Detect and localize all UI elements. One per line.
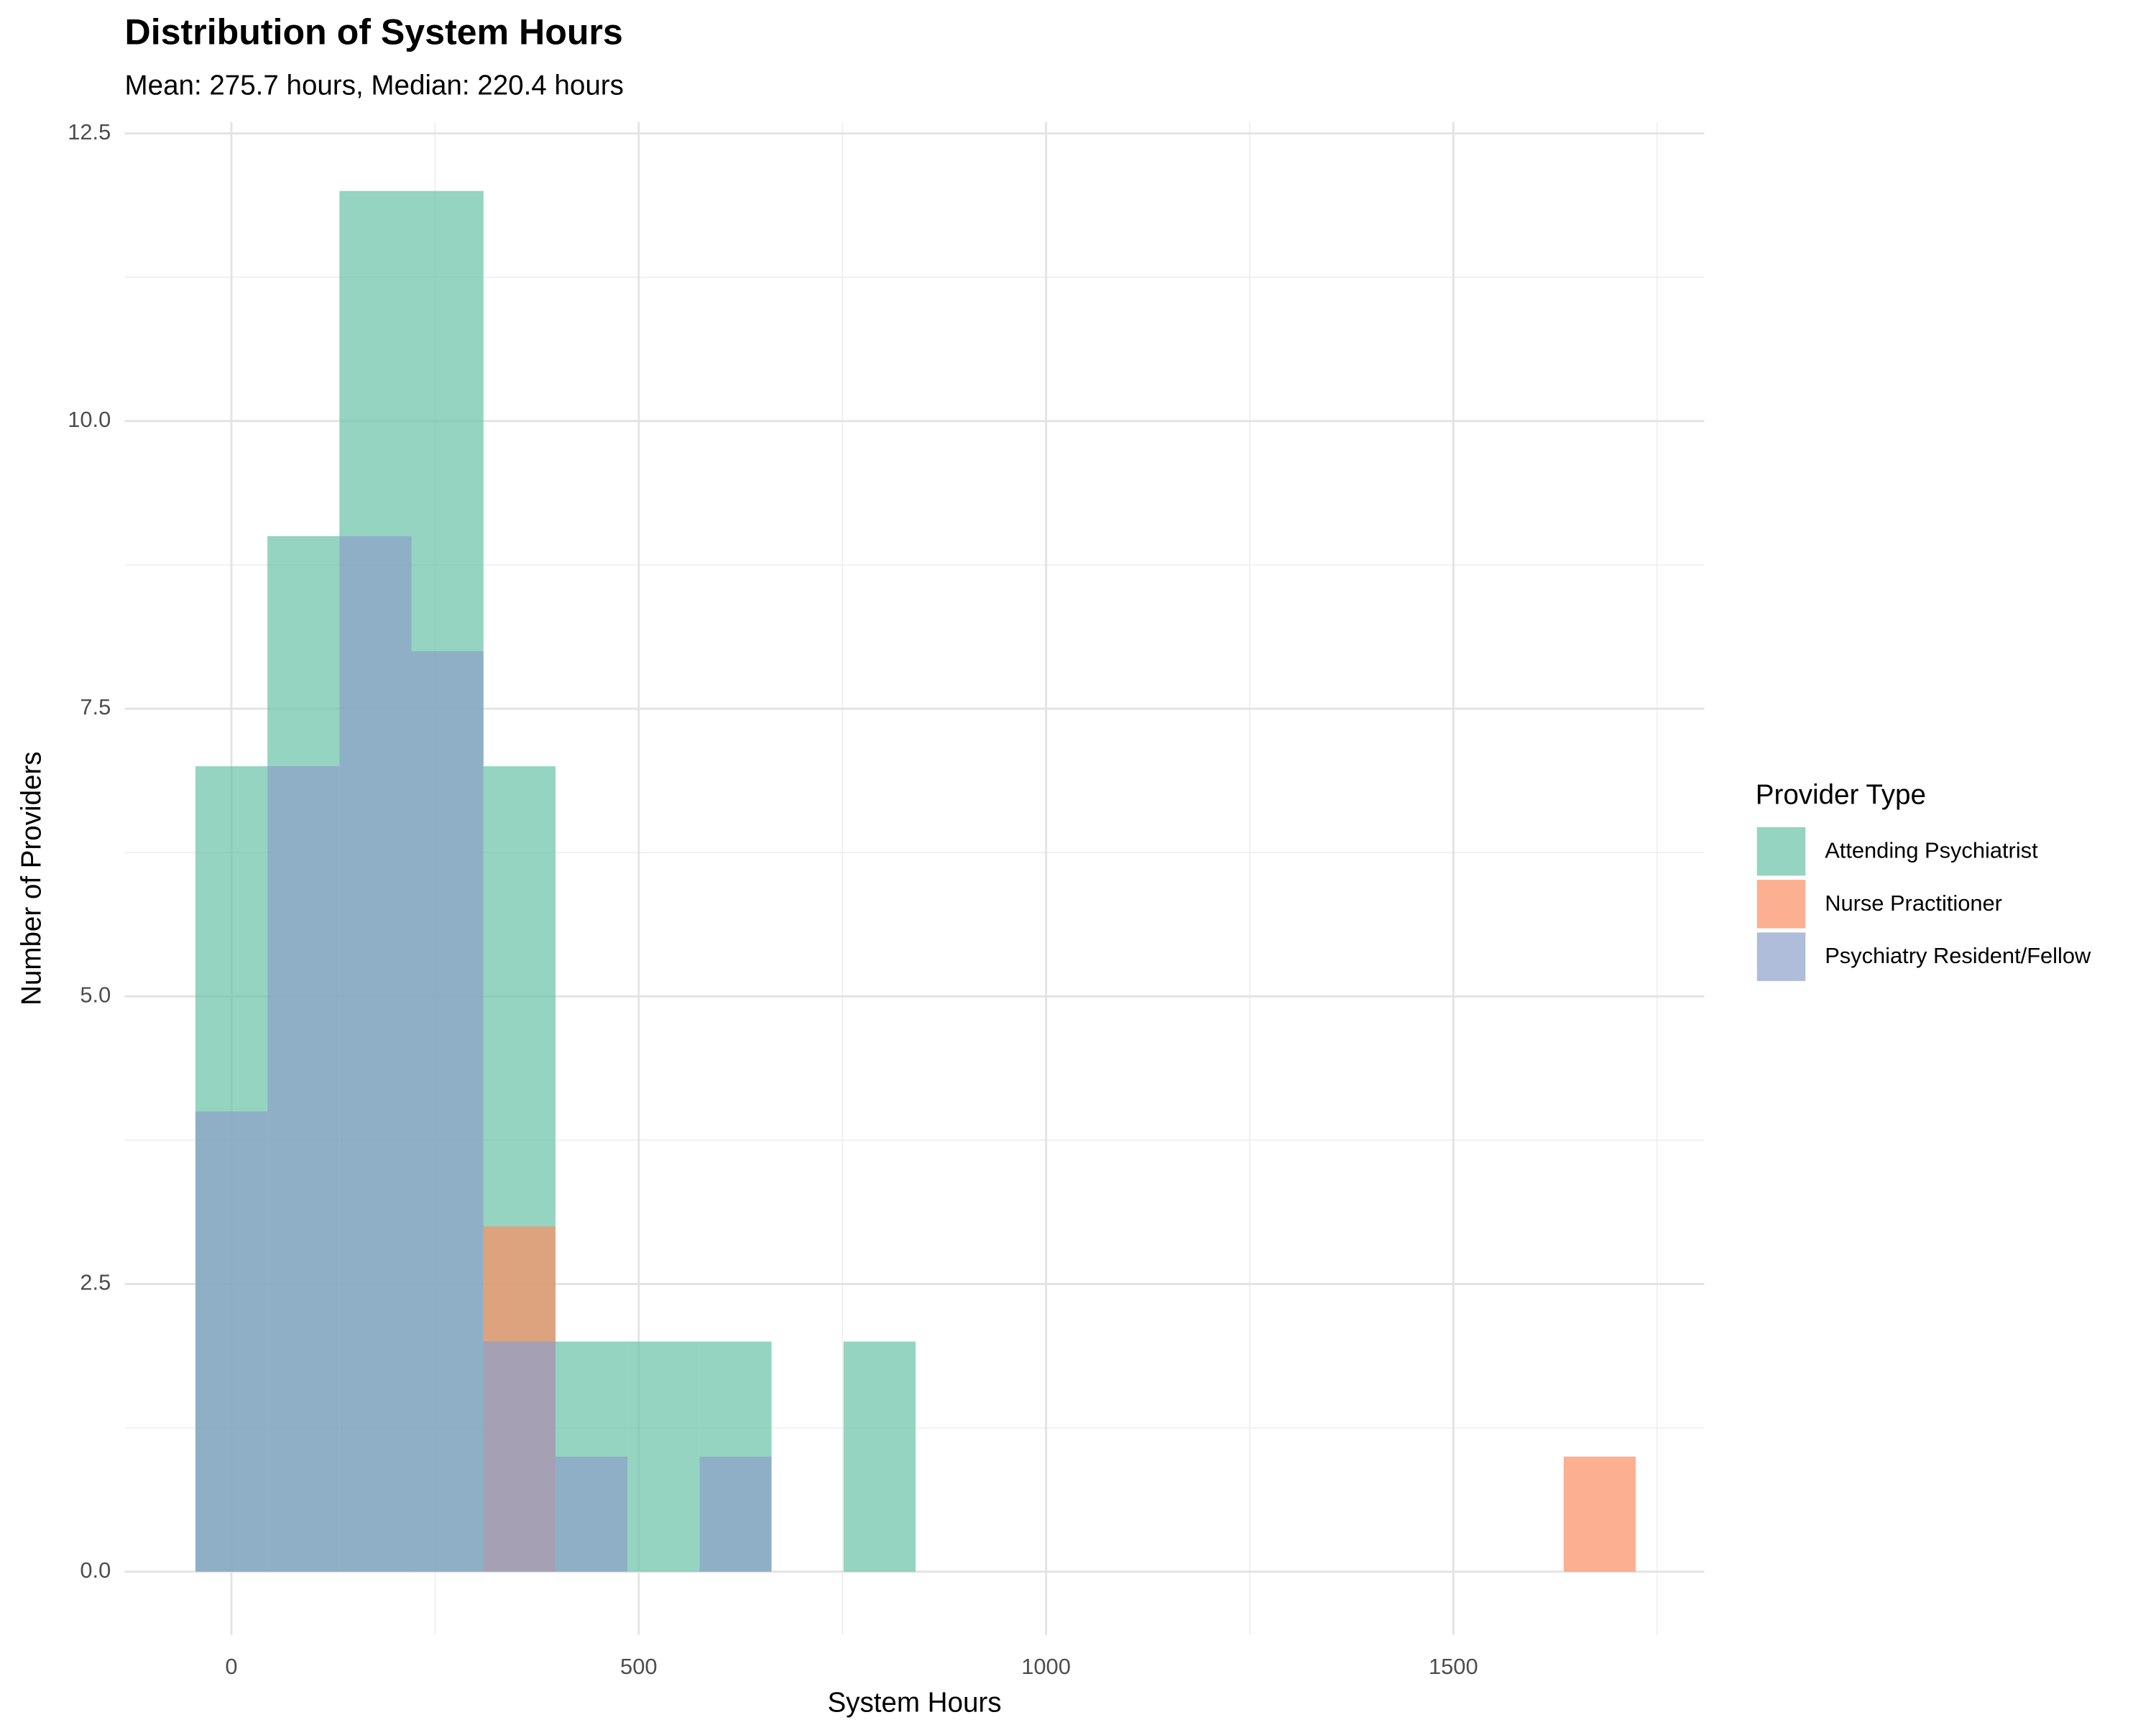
x-tick-label: 1500 xyxy=(1429,1654,1478,1679)
y-tick-label: 2.5 xyxy=(80,1270,111,1295)
bar xyxy=(339,535,412,1572)
bars xyxy=(195,190,1636,1572)
legend: Provider Type Attending Psychiatrist Nurs… xyxy=(1756,780,2091,981)
x-tick-label: 500 xyxy=(620,1654,657,1679)
bar xyxy=(483,1341,556,1572)
x-tick-label: 1000 xyxy=(1021,1654,1071,1679)
x-axis-label: System Hours xyxy=(827,1687,1001,1718)
bar xyxy=(1563,1456,1636,1572)
y-tick-label: 12.5 xyxy=(68,119,111,144)
chart-subtitle: Mean: 275.7 hours, Median: 220.4 hours xyxy=(125,70,624,101)
bar xyxy=(627,1341,700,1572)
y-tick-label: 0.0 xyxy=(80,1558,111,1583)
legend-swatch xyxy=(1756,827,1806,876)
legend-title: Provider Type xyxy=(1756,780,1926,811)
legend-label: Nurse Practitioner xyxy=(1825,891,2002,916)
y-tick-label: 7.5 xyxy=(80,694,111,719)
bar xyxy=(699,1456,772,1572)
y-tick-label: 10.0 xyxy=(68,407,111,432)
chart-title: Distribution of System Hours xyxy=(125,12,623,52)
bar xyxy=(555,1456,628,1572)
y-axis-label: Number of Providers xyxy=(16,751,47,1005)
bar xyxy=(411,651,484,1572)
x-tick-label: 0 xyxy=(225,1654,237,1679)
bar xyxy=(267,766,340,1572)
bar xyxy=(195,1111,268,1572)
bar xyxy=(843,1341,916,1572)
y-tick-label: 5.0 xyxy=(80,982,111,1007)
legend-swatch xyxy=(1756,932,1806,981)
legend-swatch xyxy=(1756,880,1806,929)
legend-label: Attending Psychiatrist xyxy=(1825,838,2038,863)
legend-label: Psychiatry Resident/Fellow xyxy=(1825,943,2091,968)
